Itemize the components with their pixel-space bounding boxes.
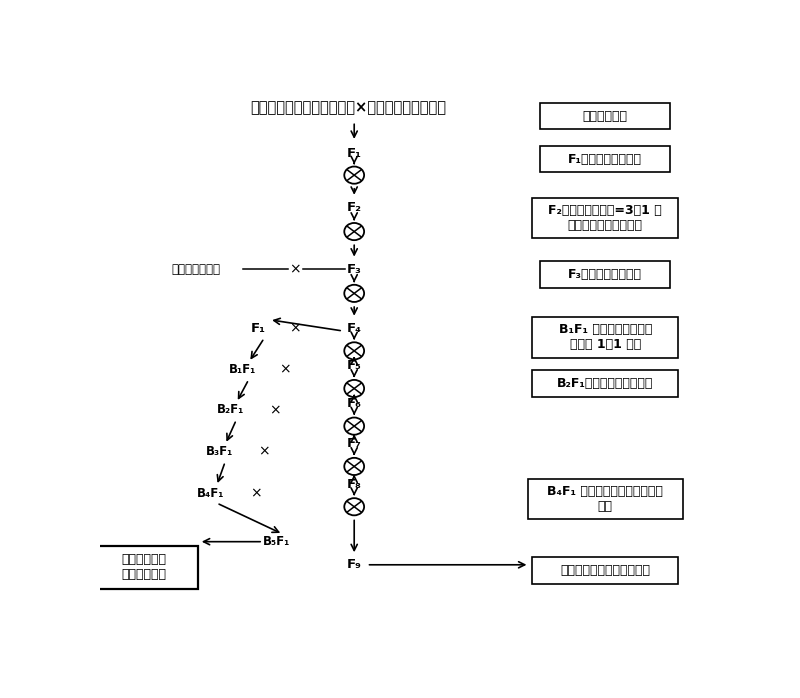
Text: ×: × bbox=[250, 487, 262, 500]
Text: F₅: F₅ bbox=[346, 359, 362, 373]
Text: ×: × bbox=[258, 445, 270, 459]
Text: B₁F₁ 标记性状植株与草
色植株 1：1 分离: B₁F₁ 标记性状植株与草 色植株 1：1 分离 bbox=[558, 323, 652, 351]
Text: F₃: F₃ bbox=[346, 262, 362, 276]
FancyBboxPatch shape bbox=[533, 370, 678, 396]
FancyBboxPatch shape bbox=[533, 198, 678, 238]
Text: B₁F₁: B₁F₁ bbox=[229, 363, 256, 376]
Text: F₂代草色：橙红色=3：1 分
离，选择标记性状单株: F₂代草色：橙红色=3：1 分 离，选择标记性状单株 bbox=[549, 204, 662, 232]
Text: F₂: F₂ bbox=[346, 201, 362, 214]
Text: F₁: F₁ bbox=[250, 322, 266, 335]
FancyBboxPatch shape bbox=[89, 546, 198, 589]
Text: 橙红色标记三系保持系材料×三系草色保持系材料: 橙红色标记三系保持系材料×三系草色保持系材料 bbox=[250, 101, 446, 115]
Text: B₄F₁ 标记性状与农艺性状基本
稳定: B₄F₁ 标记性状与农艺性状基本 稳定 bbox=[547, 484, 663, 512]
Text: 新的橙红色标记性状保持系: 新的橙红色标记性状保持系 bbox=[560, 564, 650, 577]
Text: F₆: F₆ bbox=[346, 397, 362, 410]
Text: B₄F₁: B₄F₁ bbox=[197, 487, 224, 500]
Text: ×: × bbox=[290, 321, 301, 335]
Text: 新的橙红色标
记性状不育系: 新的橙红色标 记性状不育系 bbox=[121, 554, 166, 581]
FancyBboxPatch shape bbox=[528, 479, 682, 519]
Text: 人工去雄杂交: 人工去雄杂交 bbox=[582, 110, 628, 123]
Text: F₃代标记性状全表达: F₃代标记性状全表达 bbox=[568, 268, 642, 281]
Text: F₁代标记性状不表达: F₁代标记性状不表达 bbox=[568, 152, 642, 165]
FancyBboxPatch shape bbox=[540, 103, 670, 129]
Text: F₉: F₉ bbox=[346, 558, 362, 571]
Text: F₈: F₈ bbox=[346, 477, 362, 491]
Text: 草色三系不育系: 草色三系不育系 bbox=[171, 262, 221, 276]
Text: F₄: F₄ bbox=[346, 322, 362, 335]
Text: F₇: F₇ bbox=[346, 438, 362, 450]
FancyBboxPatch shape bbox=[540, 146, 670, 172]
FancyBboxPatch shape bbox=[533, 318, 678, 357]
FancyBboxPatch shape bbox=[533, 557, 678, 584]
Text: ×: × bbox=[290, 262, 301, 276]
Text: F₁: F₁ bbox=[346, 147, 362, 160]
Text: ×: × bbox=[279, 363, 290, 377]
FancyBboxPatch shape bbox=[540, 261, 670, 288]
Text: ×: × bbox=[269, 403, 281, 417]
Text: B₃F₁: B₃F₁ bbox=[206, 445, 233, 459]
Text: B₅F₁: B₅F₁ bbox=[263, 535, 290, 548]
Text: B₂F₁标记性状植株全表达: B₂F₁标记性状植株全表达 bbox=[557, 377, 654, 389]
Text: B₂F₁: B₂F₁ bbox=[217, 403, 244, 417]
